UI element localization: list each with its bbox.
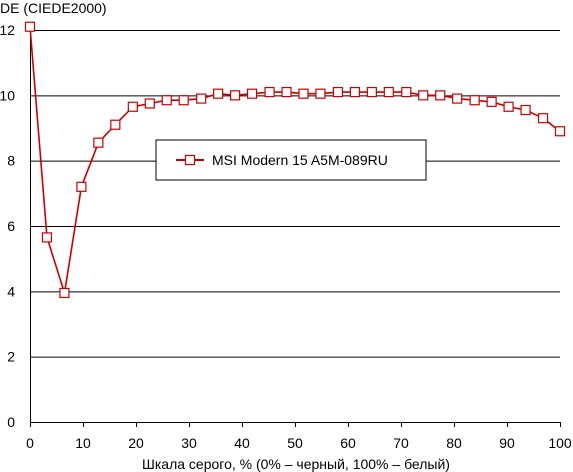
y-tick-label: 8: [7, 153, 15, 169]
x-tick-label: 90: [499, 435, 515, 451]
x-tick-label: 70: [393, 435, 409, 451]
axes: [30, 30, 561, 427]
data-point-marker: [503, 101, 514, 112]
data-point-marker: [366, 86, 377, 98]
y-tick-label: 4: [7, 283, 15, 299]
data-point-marker: [230, 90, 241, 101]
legend-marker-sample: [184, 154, 196, 166]
y-tick-label: 6: [7, 218, 15, 234]
data-point-marker: [383, 86, 394, 98]
x-tick-label: 40: [234, 435, 250, 451]
series-layer: [24, 21, 566, 299]
y-tick-label: 0: [7, 414, 15, 430]
data-point-marker: [246, 88, 258, 99]
x-tick-label: 80: [446, 435, 462, 451]
data-point-marker: [469, 95, 480, 106]
data-point-marker: [178, 95, 189, 106]
data-point-marker: [213, 88, 224, 99]
data-point-marker: [196, 93, 207, 104]
x-axis-title: Шкала серого, % (0% – черный, 100% – бел…: [142, 456, 450, 472]
x-tick-label: 100: [548, 435, 572, 451]
data-point-marker: [401, 86, 412, 98]
gridlines: [30, 30, 560, 358]
y-tick-label: 2: [7, 349, 15, 365]
y-tick-label: 12: [0, 22, 15, 38]
data-point-marker: [435, 90, 446, 101]
y-tick-label: 10: [0, 87, 15, 103]
data-point-marker: [520, 104, 531, 116]
data-point-marker: [24, 21, 36, 32]
data-point-marker: [144, 98, 155, 109]
legend: MSI Modern 15 A5M-089RU: [155, 139, 427, 181]
data-point-marker: [418, 90, 429, 101]
data-point-marker: [41, 232, 53, 243]
data-point-marker: [554, 126, 566, 137]
x-tick-label: 60: [340, 435, 356, 451]
x-tick-label: 30: [181, 435, 197, 451]
legend-label: MSI Modern 15 A5M-089RU: [212, 152, 388, 168]
x-tick-label: 50: [287, 435, 303, 451]
data-point-marker: [486, 96, 497, 107]
data-point-marker: [452, 93, 463, 104]
data-point-marker: [76, 181, 87, 192]
x-tick-label: 0: [26, 435, 34, 451]
data-point-marker: [332, 86, 344, 98]
x-tick-label: 20: [128, 435, 144, 451]
data-point-marker: [110, 119, 121, 130]
data-point-marker: [281, 86, 292, 98]
data-point-marker: [59, 287, 70, 299]
data-point-marker: [298, 88, 309, 99]
x-tick-label: 10: [75, 435, 91, 451]
data-point-marker: [93, 137, 104, 148]
data-point-marker: [537, 113, 549, 124]
data-point-marker: [315, 88, 326, 99]
y-tick-labels: 0 2 4 6 8 10 12: [0, 22, 15, 430]
data-point-marker: [349, 86, 360, 98]
x-tick-labels: 0 10 20 30 40 50 60 70 80 90 100: [26, 435, 572, 451]
data-point-marker: [264, 86, 275, 98]
data-point-marker: [127, 101, 138, 112]
data-point-marker: [161, 95, 172, 106]
y-axis-title: DE (CIEDE2000): [0, 0, 107, 16]
